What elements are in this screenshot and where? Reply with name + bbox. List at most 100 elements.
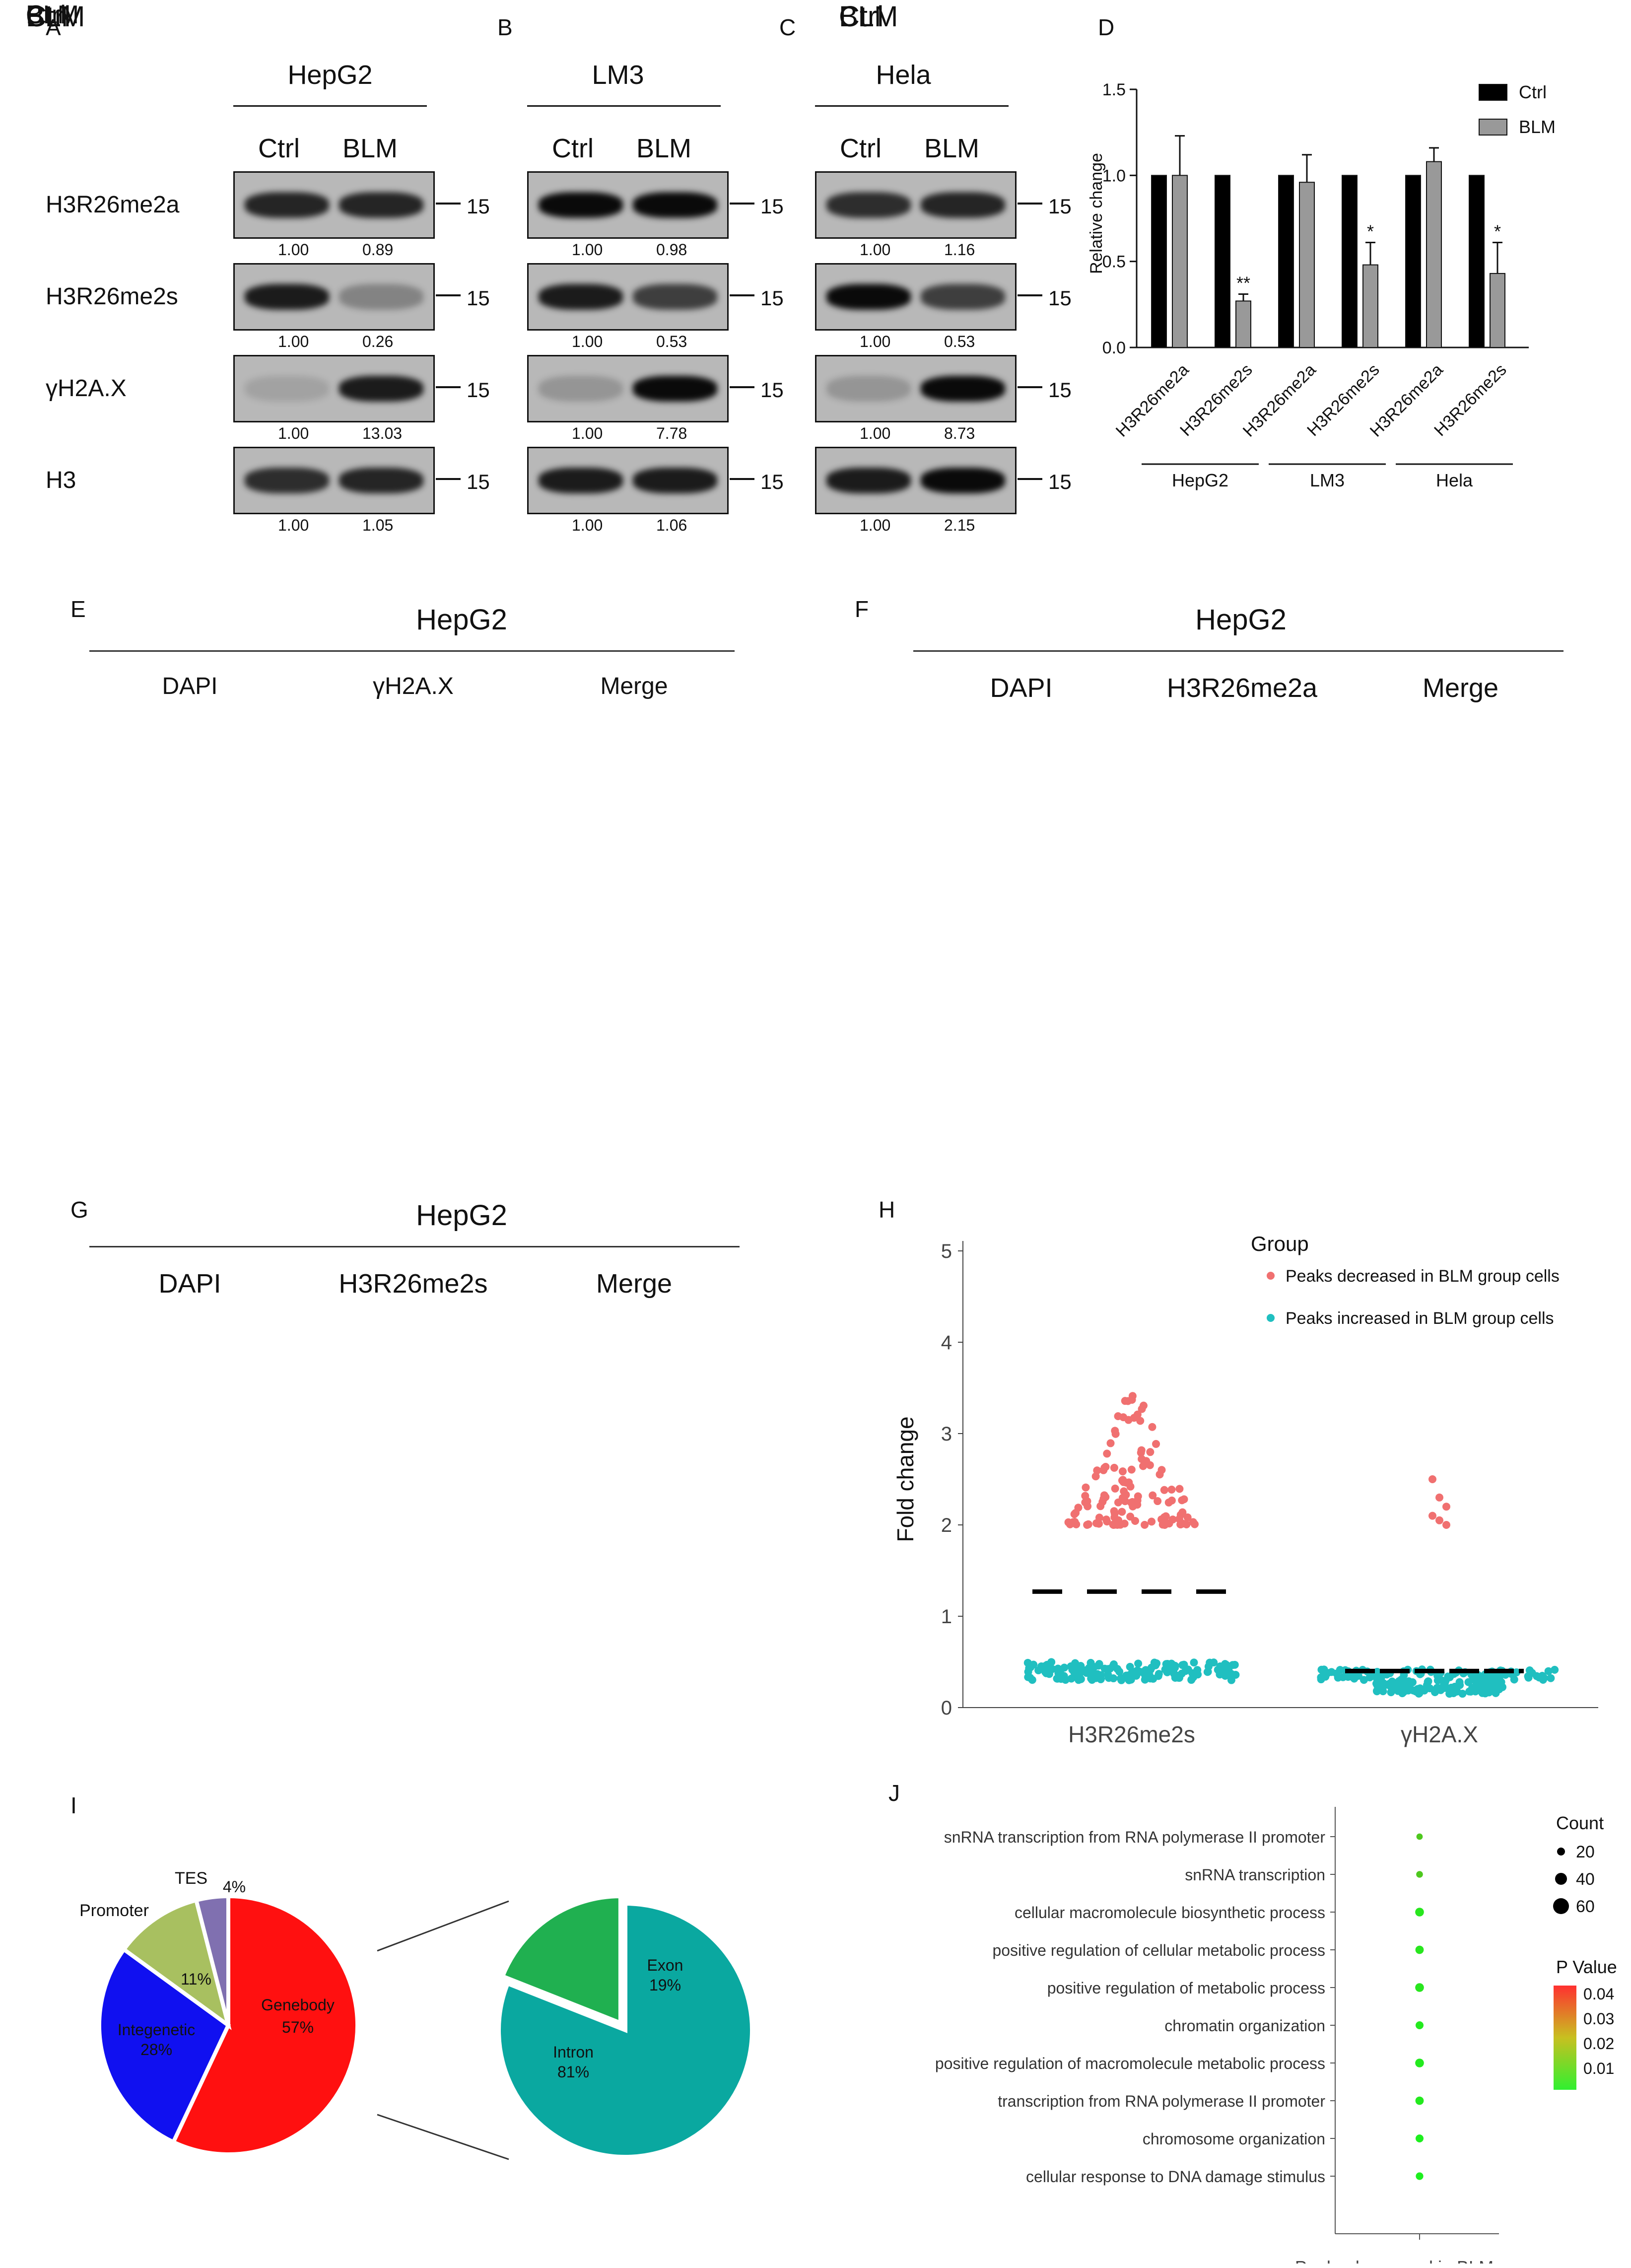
pie-label: Intron	[553, 2043, 594, 2061]
protein-band	[633, 376, 717, 402]
count-legend-label: 60	[1576, 1897, 1595, 1916]
condition-ctrl: Ctrl	[258, 134, 300, 163]
if-column-label: Merge	[1422, 673, 1499, 703]
data-point	[1373, 1687, 1381, 1696]
data-point	[1152, 1440, 1160, 1448]
data-point	[1170, 1670, 1178, 1678]
data-point	[1054, 1664, 1062, 1673]
data-point	[1216, 1670, 1224, 1679]
term-dot	[1415, 2096, 1424, 2105]
if-column-label: H3R26me2a	[1166, 673, 1318, 703]
legend-label: BLM	[1519, 117, 1556, 137]
data-point	[1096, 1502, 1105, 1511]
pvalue-legend-label: 0.02	[1583, 2035, 1614, 2053]
if-title: HepG2	[416, 1199, 507, 1232]
data-point	[1334, 1673, 1342, 1682]
marker-tick	[730, 386, 754, 388]
count-legend-dot	[1553, 1898, 1569, 1914]
term-label: cellular response to DNA damage stimulus	[1026, 2168, 1325, 2186]
data-point	[1072, 1520, 1081, 1528]
if-column-label: DAPI	[158, 1269, 221, 1299]
bar	[1172, 175, 1188, 348]
quant-ctrl: 1.00	[860, 516, 891, 534]
marker-tick	[436, 203, 461, 205]
data-point	[1115, 1667, 1124, 1676]
data-point	[1118, 1508, 1126, 1516]
data-point	[1160, 1486, 1168, 1494]
y-axis-label: Relative change	[1087, 153, 1106, 274]
data-point	[1155, 1670, 1163, 1678]
if-row-label: Ctrl	[839, 0, 884, 33]
significance-mark: *	[1367, 221, 1374, 242]
condition-ctrl: Ctrl	[840, 134, 882, 163]
legend-title: Group	[1251, 1232, 1309, 1255]
term-label: positive regulation of cellular metaboli…	[992, 1941, 1325, 1959]
bar	[1490, 273, 1505, 348]
data-point	[1081, 1492, 1089, 1500]
quant-blm: 1.06	[656, 516, 687, 534]
data-point	[1146, 1448, 1155, 1456]
data-point	[1064, 1518, 1073, 1526]
if-row-label: Ctrl	[26, 0, 66, 29]
data-point	[1081, 1498, 1089, 1507]
data-point	[1435, 1493, 1443, 1502]
if-title-underline	[89, 1246, 740, 1247]
pvalue-legend-title: P Value	[1556, 1957, 1617, 1977]
quant-blm: 0.26	[362, 333, 394, 350]
term-label: positive regulation of macromolecule met…	[935, 2055, 1325, 2072]
data-point	[1148, 1517, 1156, 1526]
connector-line	[377, 2114, 509, 2160]
data-point	[1114, 1498, 1122, 1507]
protein-band	[245, 192, 329, 218]
y-tick-label: 5	[941, 1240, 952, 1262]
panel-label-b: B	[497, 14, 513, 40]
pie-value-label: 28%	[140, 2041, 172, 2059]
data-point	[1136, 1417, 1145, 1425]
marker-label: 15	[1048, 286, 1072, 310]
bar	[1215, 175, 1230, 348]
bar	[1299, 182, 1315, 348]
pie-slice	[500, 1894, 622, 2026]
pvalue-legend-label: 0.03	[1583, 2010, 1614, 2028]
y-tick-label: 0.0	[1102, 339, 1126, 357]
data-point	[1390, 1683, 1398, 1692]
pie-slice	[497, 1901, 754, 2159]
blot-title-hepg2: HepG2	[287, 60, 373, 90]
pie-value-label: 19%	[649, 1976, 681, 1994]
protein-band	[539, 192, 623, 218]
protein-band	[826, 192, 911, 218]
x-tick-label: H3R26me2s	[1068, 1721, 1195, 1747]
blot-title-hela: Hela	[876, 60, 931, 90]
data-point	[1539, 1675, 1547, 1684]
pie-outside-label: TES	[175, 1869, 207, 1888]
data-point	[1405, 1677, 1413, 1685]
panel-label-i: I	[70, 1792, 77, 1818]
bar	[1235, 300, 1251, 348]
marker-label: 15	[760, 286, 784, 310]
panel-label-e: E	[70, 596, 86, 622]
pie-slice	[170, 1894, 359, 2156]
bar	[1342, 175, 1358, 348]
legend-swatch	[1479, 119, 1507, 136]
data-point	[1168, 1515, 1177, 1524]
pie-slice	[97, 1946, 231, 2145]
pie-charts-i: Genebody 57% Integenetic 28% 11% 4% Promoter TE…	[79, 1869, 754, 2160]
data-point	[1547, 1674, 1555, 1682]
protein-band	[245, 376, 329, 402]
data-point	[1379, 1687, 1387, 1696]
quant-ctrl: 1.00	[860, 424, 891, 442]
marker-label: 15	[1048, 195, 1072, 218]
y-tick-label: 0.5	[1102, 253, 1126, 272]
y-tick-label: 0	[941, 1697, 952, 1719]
term-label: cellular macromolecule biosynthetic proc…	[1015, 1904, 1325, 1922]
data-point	[1481, 1689, 1490, 1698]
data-point	[1190, 1658, 1198, 1667]
panel-label-f: F	[855, 596, 869, 622]
condition-blm: BLM	[924, 134, 980, 163]
data-point	[1114, 1412, 1122, 1420]
term-dot	[1416, 1833, 1423, 1840]
data-point	[1210, 1658, 1218, 1667]
data-point	[1103, 1517, 1111, 1526]
data-point	[1178, 1519, 1187, 1528]
data-point	[1101, 1493, 1110, 1501]
